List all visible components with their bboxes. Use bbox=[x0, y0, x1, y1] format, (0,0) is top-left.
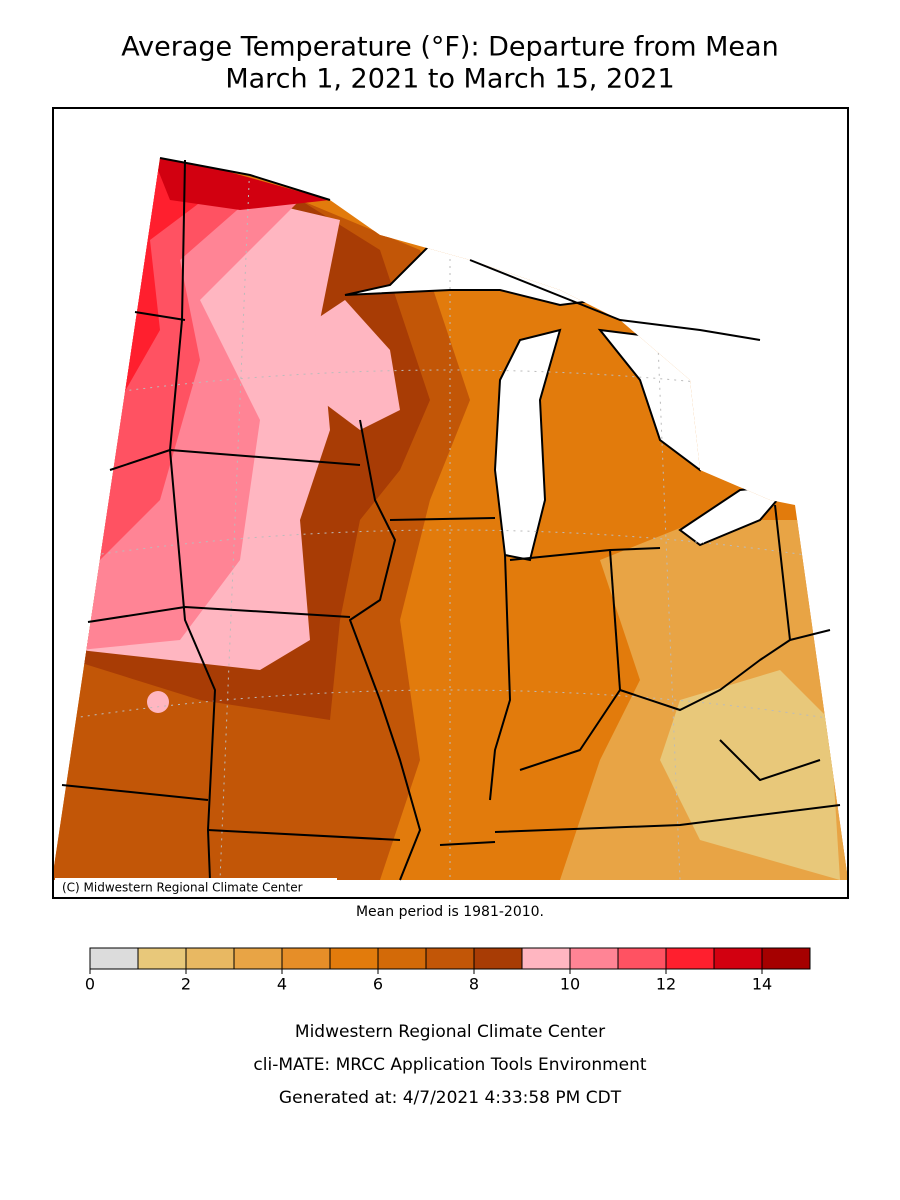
map-copyright: (C) Midwestern Regional Climate Center bbox=[62, 881, 303, 895]
legend-box bbox=[569, 947, 619, 970]
legend-box bbox=[473, 947, 523, 970]
legend-tick-label: 4 bbox=[277, 975, 287, 994]
legend-tick-label: 8 bbox=[469, 975, 479, 994]
title-line: March 1, 2021 to March 15, 2021 bbox=[225, 64, 674, 95]
legend-box bbox=[233, 947, 283, 970]
map: (C) Midwestern Regional Climate Center bbox=[52, 107, 849, 899]
legend-tick-label: 2 bbox=[181, 975, 191, 994]
legend-box bbox=[665, 947, 715, 970]
legend-tick-label: 14 bbox=[752, 975, 772, 994]
legend-tick-label: 10 bbox=[560, 975, 580, 994]
legend-box bbox=[521, 947, 571, 970]
legend-box bbox=[377, 947, 427, 970]
legend-box bbox=[185, 947, 235, 970]
footer-line: cli-MATE: MRCC Application Tools Environ… bbox=[253, 1055, 646, 1075]
legend-box bbox=[617, 947, 667, 970]
legend-box bbox=[137, 947, 187, 970]
legend-tick-label: 0 bbox=[85, 975, 95, 994]
footer-line: Generated at: 4/7/2021 4:33:58 PM CDT bbox=[279, 1088, 622, 1108]
legend-tick-label: 12 bbox=[656, 975, 676, 994]
legend-tick-label: 6 bbox=[373, 975, 383, 994]
legend-box bbox=[281, 947, 331, 970]
legend-box bbox=[713, 947, 763, 970]
legend-box bbox=[761, 947, 811, 970]
legend-box bbox=[89, 947, 139, 970]
mean-period: Mean period is 1981-2010. bbox=[356, 904, 544, 920]
title-line: Average Temperature (°F): Departure from… bbox=[121, 32, 778, 63]
legend: 0 2 4 6 8 10 12 14 bbox=[85, 947, 811, 994]
legend-box bbox=[329, 947, 379, 970]
legend-box bbox=[425, 947, 475, 970]
footer-line: Midwestern Regional Climate Center bbox=[295, 1022, 605, 1042]
